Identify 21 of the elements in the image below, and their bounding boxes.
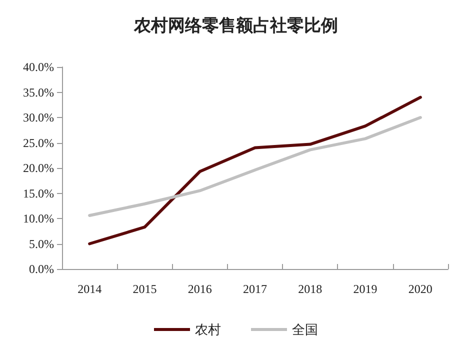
x-tick-label: 2017 bbox=[243, 282, 267, 296]
y-tick-label: 20.0% bbox=[23, 161, 54, 175]
x-tick-label: 2019 bbox=[353, 282, 378, 296]
y-tick-label: 0.0% bbox=[29, 262, 54, 276]
y-tick-label: 25.0% bbox=[23, 136, 54, 150]
legend-label: 农村 bbox=[195, 322, 221, 337]
chart-title: 农村网络零售额占社零比例 bbox=[133, 16, 338, 35]
y-tick-label: 10.0% bbox=[23, 212, 54, 226]
legend-label: 全国 bbox=[292, 322, 318, 337]
x-tick-label: 2016 bbox=[188, 282, 212, 296]
y-tick-label: 5.0% bbox=[29, 236, 54, 251]
line-series bbox=[88, 116, 422, 217]
y-tick-label: 35.0% bbox=[23, 85, 54, 100]
x-tick-label: 2018 bbox=[298, 282, 322, 296]
x-tick-label: 2014 bbox=[78, 282, 102, 296]
line-series bbox=[88, 96, 422, 246]
y-tick-label: 30.0% bbox=[23, 110, 54, 124]
y-tick-label: 40.0% bbox=[23, 60, 54, 74]
x-tick-label: 2020 bbox=[408, 282, 432, 296]
x-tick-label: 2015 bbox=[132, 282, 157, 296]
y-tick-label: 15.0% bbox=[23, 186, 54, 200]
